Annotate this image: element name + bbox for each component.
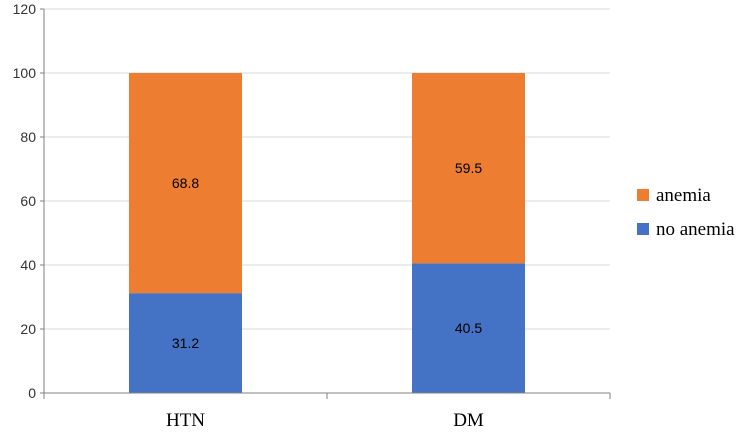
bar-segment <box>412 73 525 264</box>
axes <box>40 8 611 399</box>
y-tick-label: 20 <box>20 321 36 337</box>
legend-swatch <box>637 223 649 235</box>
legend-label: no anemia <box>656 219 735 240</box>
bars: 31.2 68.8 40.5 59.5 <box>129 73 525 393</box>
y-tick-label: 40 <box>20 257 36 273</box>
y-axis-ticks: 0 20 40 60 80 100 120 <box>13 1 37 401</box>
y-tick-label: 80 <box>20 129 36 145</box>
x-axis-ticks: HTN DM <box>166 410 484 431</box>
bar-segment <box>129 73 242 294</box>
y-tick-label: 60 <box>20 193 36 209</box>
y-tick-label: 0 <box>28 385 36 401</box>
bar-segment <box>412 263 525 393</box>
legend: anemia no anemia <box>637 185 735 240</box>
x-tick-label: DM <box>453 410 484 431</box>
legend-label: anemia <box>656 185 711 206</box>
bar-segment <box>129 293 242 393</box>
gridlines <box>44 8 610 330</box>
y-tick-label: 100 <box>13 65 37 81</box>
data-label: 68.8 <box>172 175 199 191</box>
data-label: 31.2 <box>172 335 199 351</box>
y-tick-label: 120 <box>13 1 37 17</box>
legend-swatch <box>637 189 649 201</box>
x-tick-label: HTN <box>166 410 205 431</box>
data-label: 59.5 <box>455 160 482 176</box>
data-label: 40.5 <box>455 320 482 336</box>
